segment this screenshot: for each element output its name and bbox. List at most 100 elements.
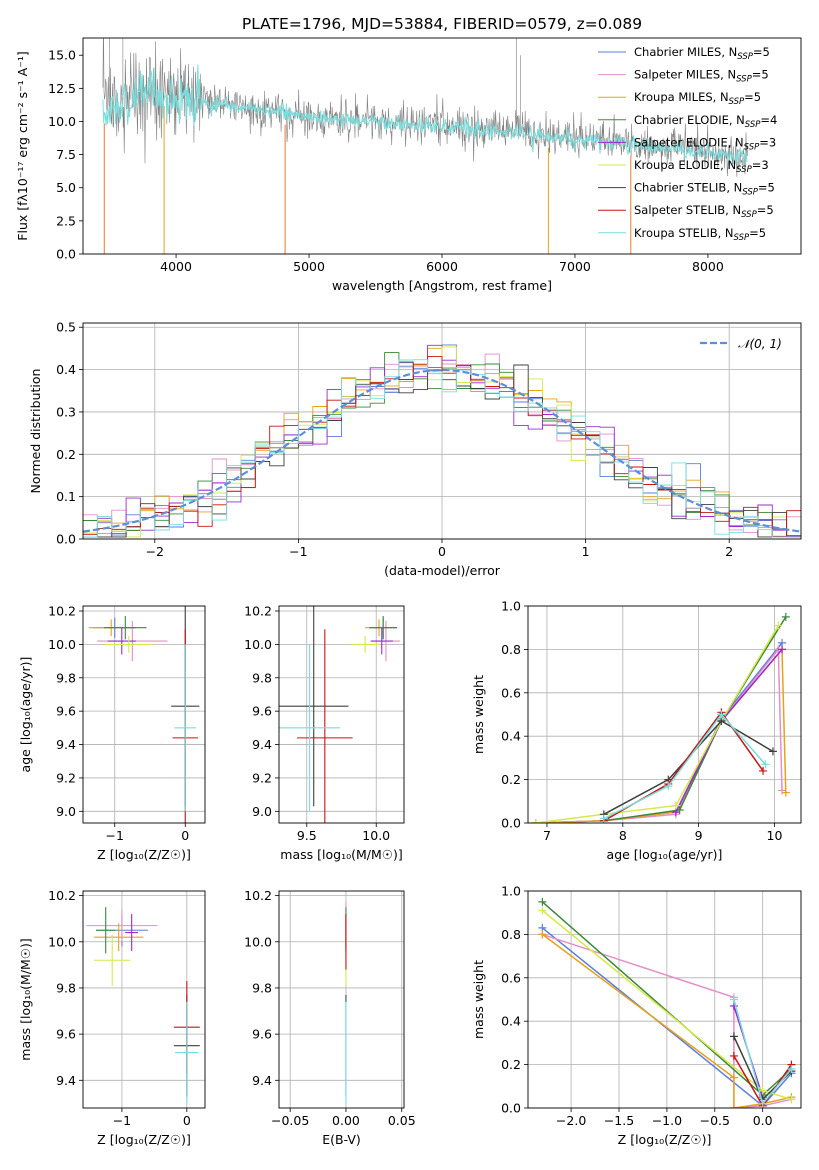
y-tick-label: 10.0 <box>244 934 272 949</box>
x-tick-label: −1 <box>289 544 307 559</box>
x-tick-label: −0.5 <box>700 1113 730 1128</box>
plus-marker <box>729 995 738 1004</box>
y-tick-label: 0.8 <box>501 927 521 942</box>
x-tick-label: −1 <box>113 1113 131 1128</box>
mass-weight-series <box>603 616 787 822</box>
x-tick-label: 0.05 <box>388 1113 416 1128</box>
legend-suffix: =4 <box>760 113 777 127</box>
y-tick-label: 0.6 <box>501 685 521 700</box>
y-tick-label: 10.0 <box>48 114 76 129</box>
y-tick-label: 9.2 <box>252 770 272 785</box>
legend-subscript: SSP <box>741 210 757 220</box>
legend-suffix: =5 <box>758 181 775 195</box>
axes-frame <box>82 605 206 824</box>
plus-marker <box>758 1086 767 1095</box>
plus-marker <box>531 819 540 823</box>
histogram-series <box>83 359 801 538</box>
legend-entry: Chabrier STELIB, NSSP=5 <box>634 181 775 198</box>
x-tick-label: 6000 <box>426 259 458 274</box>
y-tick-label: 0.6 <box>501 970 521 985</box>
y-tick-label: 2.5 <box>56 213 76 228</box>
mass-weight-vs-age-panel: 7 8 9 10 0.0 0.2 0.4 0.6 0.8 1.0 age [log₁₀(age/yr… <box>471 599 802 862</box>
x-axis-label: Z [log₁₀(Z/Z☉)] <box>97 847 191 862</box>
plot-area <box>102 38 748 254</box>
axes-frame <box>82 890 206 1109</box>
x-tick-label: 0 <box>181 828 189 843</box>
mass-weight-series <box>603 713 766 820</box>
legend-suffix: =5 <box>753 45 770 59</box>
x-axis-label: Z [log₁₀(Z/Z☉)] <box>97 1132 191 1147</box>
axes-frame <box>278 890 405 1109</box>
legend-label: Salpeter MILES, N <box>634 68 736 82</box>
y-tick-label: 9.4 <box>252 1073 272 1088</box>
axes-frame <box>82 37 802 255</box>
y-tick-label: 10.2 <box>244 604 272 619</box>
y-tick-label: 5.0 <box>56 180 76 195</box>
y-tick-label: 10.0 <box>48 934 76 949</box>
y-axis-label: Flux [fλ10⁻¹⁷ erg cm⁻² s⁻¹ A⁻¹] <box>15 51 30 240</box>
age-vs-metallicity-panel: −1 0 9.0 9.2 9.4 9.6 9.8 10.0 10.2 Z [log₁₀(Z/Z☉)… <box>18 604 206 862</box>
x-tick-label: 7000 <box>559 259 591 274</box>
legend-label: Kroupa ELODIE, N <box>634 158 736 172</box>
y-tick-label: 9.4 <box>56 1073 76 1088</box>
x-tick-label: 0.00 <box>332 1113 360 1128</box>
normal-curve <box>83 368 801 533</box>
y-tick-label: 0.2 <box>56 447 76 462</box>
y-tick-label: 9.6 <box>56 1027 76 1042</box>
y-tick-label: 10.0 <box>244 637 272 652</box>
mass-vs-metallicity-panel: −1 0 9.4 9.6 9.8 10.0 10.2 Z [log₁₀(Z/Z☉)] mass … <box>18 888 206 1147</box>
plus-marker <box>729 1073 738 1082</box>
x-tick-label: −1 <box>106 828 124 843</box>
y-tick-label: 15.0 <box>48 48 76 63</box>
legend-suffix: =5 <box>744 90 761 104</box>
plot-area <box>83 344 801 538</box>
plot-area <box>86 907 200 1104</box>
x-tick-label: 1 <box>582 544 590 559</box>
x-tick-label: 9 <box>695 828 703 843</box>
x-tick-label: 8 <box>619 828 627 843</box>
histogram-series <box>83 364 801 538</box>
plus-marker <box>759 766 768 775</box>
residuals-panel: −2 −1 0 1 2 0.0 0.1 0.2 0.3 0.4 0.5 (data-model)/er… <box>28 320 802 578</box>
y-tick-label: 0.1 <box>56 489 76 504</box>
plus-marker <box>768 747 777 756</box>
x-tick-label: 9.5 <box>297 828 317 843</box>
legend-entry: Kroupa STELIB, NSSP=5 <box>634 226 766 243</box>
histogram-series <box>83 355 801 537</box>
y-tick-label: 9.0 <box>252 804 272 819</box>
y-tick-label: 9.6 <box>56 704 76 719</box>
spectrum-panel: 4000 5000 6000 7000 8000 0.0 2.5 5.0 7.5 10.0 12.5… <box>15 37 802 293</box>
x-tick-label: −1.0 <box>652 1113 682 1128</box>
x-axis-label: E(B-V) <box>322 1132 361 1147</box>
y-tick-label: 0.2 <box>501 1057 521 1072</box>
plus-marker <box>778 645 787 654</box>
x-tick-label: 0.0 <box>753 1113 773 1128</box>
y-tick-label: 9.8 <box>56 670 76 685</box>
axes-frame <box>527 605 802 824</box>
plus-marker <box>761 760 770 769</box>
legend-entry: Salpeter STELIB, NSSP=5 <box>634 203 774 220</box>
y-tick-label: 0.0 <box>501 816 521 831</box>
y-tick-label: 7.5 <box>56 147 76 162</box>
axes-frame <box>527 890 802 1109</box>
plus-marker <box>664 782 673 791</box>
y-axis-label: mass weight <box>471 675 486 754</box>
legend-suffix: =5 <box>749 226 766 240</box>
plus-marker <box>787 1064 796 1073</box>
y-tick-label: 0.2 <box>501 772 521 787</box>
plus-marker <box>787 1095 796 1104</box>
mass-weight-vs-metallicity-panel: −2.0 −1.5 −1.0 −0.5 0.0 0.0 0.2 0.4 0.6 0.8 1.0 Z [… <box>471 884 802 1147</box>
plot-area <box>88 606 200 823</box>
plus-marker <box>538 897 547 906</box>
axes-frame <box>82 322 802 540</box>
model-spectrum <box>102 64 748 166</box>
y-axis-label: mass [log₁₀(M/M☉)] <box>18 938 33 1060</box>
plus-marker <box>729 1104 738 1108</box>
plot-area <box>531 612 790 823</box>
x-axis-label: wavelength [Angstrom, rest frame] <box>332 278 552 293</box>
y-tick-label: 0.0 <box>56 532 76 547</box>
legend-subscript: SSP <box>737 52 753 62</box>
legend-entry: Kroupa ELODIE, NSSP=3 <box>634 158 769 175</box>
y-tick-label: 9.4 <box>252 737 272 752</box>
legend-label: Chabrier ELODIE, N <box>634 113 745 127</box>
